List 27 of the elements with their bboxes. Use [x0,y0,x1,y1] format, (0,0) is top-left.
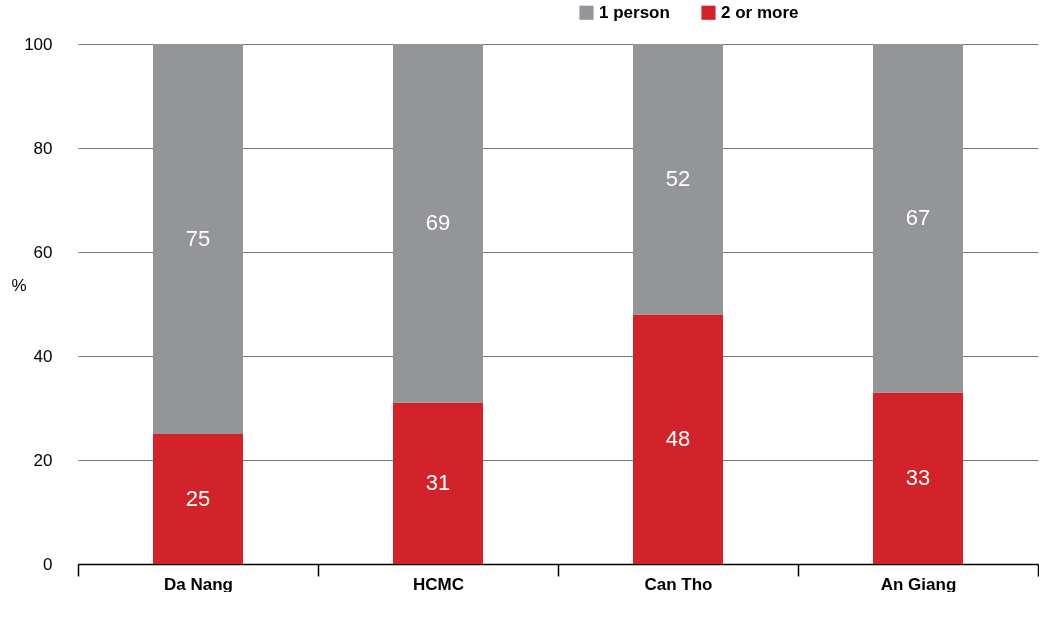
bar [393,44,483,403]
y-tick-label: 60 [33,242,53,262]
data-label: 31 [425,470,451,496]
data-label: 69 [425,210,451,236]
y-tick-label: 0 [43,554,53,574]
bar [393,402,483,564]
y-axis-title: % [11,275,27,295]
legend-label: 2 or more [721,2,799,22]
x-tick-label: HCMC [413,574,464,594]
data-label: 25 [185,486,211,511]
data-label: 67 [905,205,931,231]
data-label: 75 [185,226,211,251]
bar [633,314,723,564]
data-label: 48 [665,426,691,452]
y-tick-label: 20 [33,450,53,470]
bar [153,434,243,564]
legend-label: 1 person [599,2,670,22]
bar [633,44,723,315]
bar [153,44,243,434]
data-label: 33 [905,465,931,491]
x-tick-label: Can Tho [644,574,713,594]
y-tick-label: 80 [33,138,53,158]
data-label: 52 [665,166,691,192]
y-tick-label: 40 [33,346,53,366]
y-tick-label: 100 [24,34,53,54]
bar [873,44,963,393]
bar [873,392,963,564]
